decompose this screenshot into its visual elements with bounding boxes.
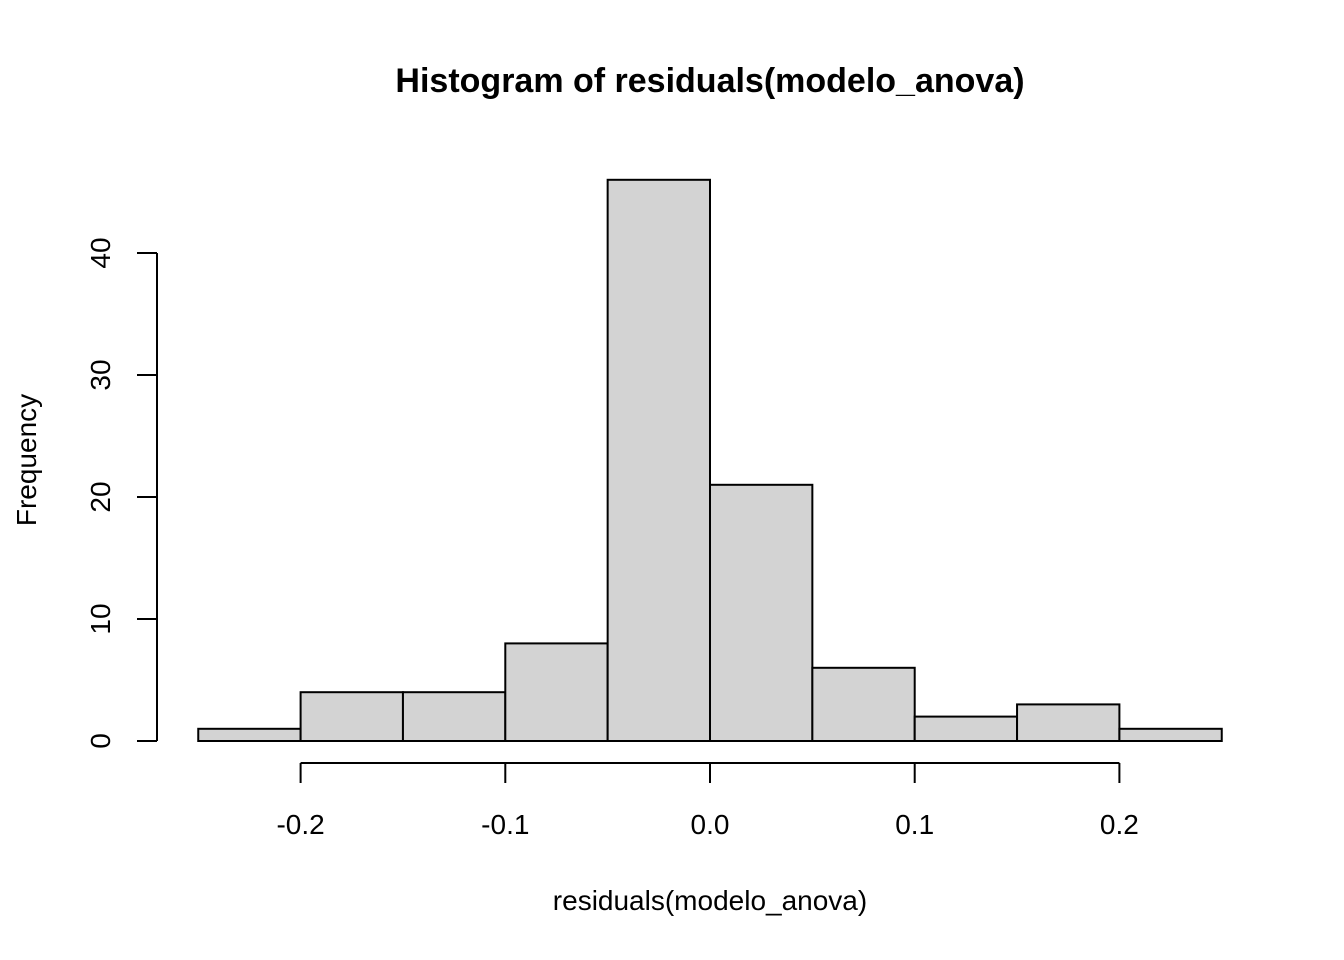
histogram-bar-3	[504, 642, 609, 743]
y-axis-label: Frequency	[11, 394, 42, 526]
x-tick-label-2: 0.0	[691, 809, 730, 840]
histogram-bar-8	[1016, 703, 1121, 743]
histogram-bar-5	[709, 483, 814, 742]
x-tick-label-3: 0.1	[895, 809, 934, 840]
y-tick-label-4: 40	[85, 237, 116, 268]
histogram-bar-6	[811, 666, 916, 742]
histogram-bar-0	[197, 727, 302, 742]
x-axis: -0.2 -0.1 0.0 0.1 0.2	[276, 762, 1139, 840]
x-axis-label: residuals(modelo_anova)	[553, 885, 867, 916]
histogram-bar-7	[913, 715, 1019, 742]
y-tick-label-0: 0	[85, 733, 116, 749]
y-tick-label-1: 10	[85, 603, 116, 634]
bars-group	[197, 178, 1223, 743]
y-tick-label-2: 20	[85, 481, 116, 512]
histogram-bar-2	[401, 691, 507, 743]
chart-title: Histogram of residuals(modelo_anova)	[395, 62, 1024, 100]
y-tick-label-3: 30	[85, 359, 116, 390]
x-tick-label-0: -0.2	[276, 809, 324, 840]
histogram-bar-4	[606, 178, 712, 743]
x-tick-label-4: 0.2	[1100, 809, 1139, 840]
y-axis: 0 10 20 30 40	[85, 237, 158, 749]
histogram-bar-1	[299, 691, 404, 743]
histogram-bar-9	[1118, 727, 1223, 742]
x-tick-label-1: -0.1	[481, 809, 529, 840]
